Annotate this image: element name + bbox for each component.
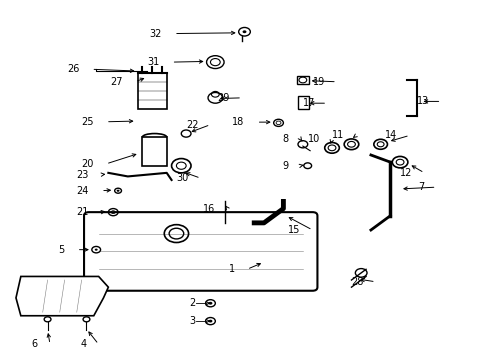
Text: 10: 10 [307,134,319,144]
Text: 7: 7 [417,182,424,192]
Bar [142,137,166,166]
Text: 26: 26 [67,64,79,74]
Text: 15: 15 [287,225,300,235]
Bar [297,96,308,109]
Circle shape [242,30,246,33]
Text: 9: 9 [282,161,287,171]
Text: 32: 32 [149,28,162,39]
Text: 30: 30 [176,173,188,183]
Circle shape [208,320,212,323]
Circle shape [116,190,119,192]
Circle shape [95,249,98,251]
Text: 4: 4 [80,339,86,349]
Text: 27: 27 [110,77,122,87]
Text: 13: 13 [416,96,428,107]
Circle shape [208,302,212,305]
FancyBboxPatch shape [84,212,317,291]
Text: 2: 2 [189,298,196,308]
Text: 19: 19 [312,77,324,87]
Text: 8: 8 [282,134,287,144]
Text: 20: 20 [81,159,94,169]
Text: 1: 1 [228,264,234,274]
Text: 28: 28 [350,277,363,287]
Bar [296,76,308,84]
Text: 21: 21 [77,207,89,217]
Text: 29: 29 [217,93,229,103]
Text: 23: 23 [77,170,89,180]
Text: 24: 24 [77,186,89,196]
Text: 25: 25 [81,117,94,127]
Text: 18: 18 [232,117,244,127]
Text: 14: 14 [385,130,397,140]
Text: 22: 22 [185,120,198,130]
Text: 11: 11 [331,130,344,140]
Text: 12: 12 [399,168,411,178]
Text: 5: 5 [58,245,64,255]
Text: 31: 31 [147,57,159,67]
Text: 17: 17 [302,98,314,108]
Text: 3: 3 [189,316,196,326]
Polygon shape [16,276,108,316]
Text: 6: 6 [32,339,38,349]
Text: 16: 16 [203,203,215,213]
Bar [137,73,166,109]
